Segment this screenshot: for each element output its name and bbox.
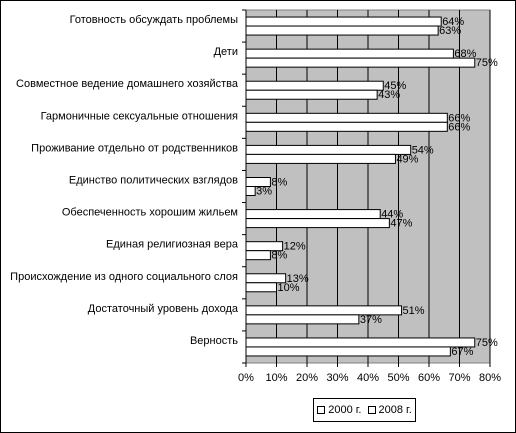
x-tick-label: 80% xyxy=(479,372,501,384)
gridlines xyxy=(242,9,491,367)
legend-label-2008: 2008 г. xyxy=(378,404,412,416)
bars: 64%63%68%75%45%43%66%66%54%49%8%3%44%47%… xyxy=(245,16,498,358)
data-label: 37% xyxy=(360,314,382,326)
x-tick-label: 10% xyxy=(265,372,287,384)
data-label: 67% xyxy=(451,346,473,358)
data-label: 12% xyxy=(284,241,306,253)
data-label: 63% xyxy=(439,25,461,37)
category-label: Гармоничные сексуальные отношения xyxy=(41,110,238,122)
data-label: 43% xyxy=(378,89,400,101)
category-label: Обеспеченность хорошим жильем xyxy=(62,207,238,219)
x-tick-labels: 0% 10% 20% 30% 40% 50% 60% 70% 80% xyxy=(238,372,501,384)
legend-swatch-2000 xyxy=(317,406,326,414)
x-tick-label: 20% xyxy=(296,372,318,384)
data-label: 44% xyxy=(381,209,403,221)
category-label: Проживание отдельно от родственников xyxy=(31,142,238,154)
bar-2008 xyxy=(245,57,476,68)
bar-2000 xyxy=(245,80,384,91)
bar-2000 xyxy=(245,112,448,123)
data-label: 68% xyxy=(454,48,476,60)
data-label: 66% xyxy=(448,121,470,133)
data-label: 49% xyxy=(396,153,418,165)
bar-2008 xyxy=(245,282,277,293)
category-label: Дети xyxy=(214,46,238,58)
bar-2008 xyxy=(245,186,256,196)
data-label: 66% xyxy=(448,112,470,124)
bar-2000 xyxy=(245,209,381,220)
x-tick-label: 60% xyxy=(418,372,440,384)
data-label: 13% xyxy=(287,273,309,285)
legend-swatch-2008 xyxy=(367,406,376,414)
x-tick-label: 30% xyxy=(326,372,348,384)
bar-2000 xyxy=(245,48,454,59)
category-label: Единая религиозная вера xyxy=(106,239,239,251)
bar-2008 xyxy=(245,314,360,325)
bar-2008 xyxy=(245,346,451,357)
category-label: Достаточный уровень дохода xyxy=(88,303,239,315)
data-label: 54% xyxy=(412,144,434,156)
legend-item-2000: 2000 г. xyxy=(317,404,362,416)
legend: 2000 г. 2008 г. xyxy=(313,398,416,422)
data-label: 8% xyxy=(271,250,287,262)
category-label: Происхождение из одного социального слоя xyxy=(10,271,238,283)
bar-2000 xyxy=(245,177,271,187)
bar-2000 xyxy=(245,337,476,348)
bar-2008 xyxy=(245,25,439,36)
legend-label-2000: 2000 г. xyxy=(328,404,362,416)
category-label: Верность xyxy=(190,335,238,347)
bar-2008 xyxy=(245,153,396,164)
bar-2000 xyxy=(245,16,442,27)
category-label: Совместное ведение домашнего хозяйства xyxy=(16,78,239,90)
data-label: 45% xyxy=(384,80,406,92)
bar-2008 xyxy=(245,218,390,229)
data-label: 51% xyxy=(403,305,425,317)
data-label: 3% xyxy=(256,186,272,198)
x-tick-label: 70% xyxy=(448,372,470,384)
category-labels: Готовность обсуждать проблемы Дети Совмест… xyxy=(10,14,239,347)
data-label: 64% xyxy=(442,16,464,28)
data-label: 75% xyxy=(476,57,498,69)
legend-item-2008: 2008 г. xyxy=(367,404,412,416)
data-label: 47% xyxy=(390,218,412,230)
x-tick-label: 0% xyxy=(238,372,254,384)
bar-2008 xyxy=(245,250,271,261)
data-label: 75% xyxy=(476,337,498,349)
category-label: Единство политических взглядов xyxy=(69,175,238,187)
data-label: 10% xyxy=(278,282,300,294)
bar-2000 xyxy=(245,144,412,155)
category-label: Готовность обсуждать проблемы xyxy=(70,14,238,26)
x-tick-label: 50% xyxy=(387,372,409,384)
x-tick-label: 40% xyxy=(357,372,379,384)
bar-2008 xyxy=(245,89,378,100)
bar-2008 xyxy=(245,121,448,132)
data-label: 8% xyxy=(271,177,287,189)
